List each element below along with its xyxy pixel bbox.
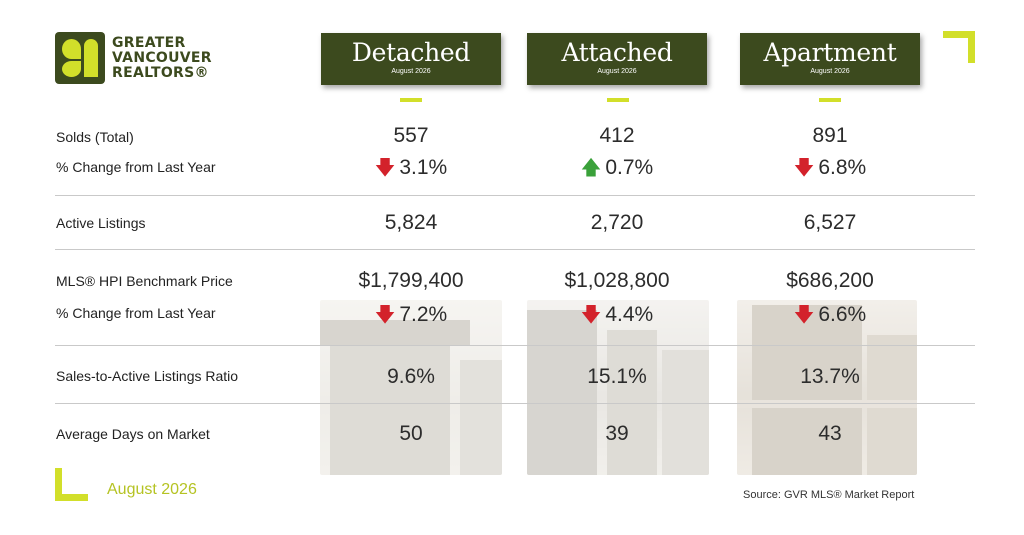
column-subtitle: August 2026 xyxy=(597,68,637,75)
row-divider xyxy=(55,345,975,346)
logo-line-3: REALTORS® xyxy=(112,64,209,81)
logo-mark-icon xyxy=(55,32,105,84)
row-label-hpi-change: % Change from Last Year xyxy=(56,305,216,321)
solds-change-apartment: 🡇 6.8% xyxy=(740,155,920,180)
ratio-detached: 9.6% xyxy=(387,365,435,388)
change-value: 4.4% xyxy=(605,303,654,326)
solds-attached: 412 xyxy=(599,124,635,147)
dom-detached: 50 xyxy=(399,422,423,445)
logo-wordmark: GREATER VANCOUVER REALTORS® xyxy=(112,34,212,81)
hpi-detached: $1,799,400 xyxy=(358,269,464,292)
dom-attached: 39 xyxy=(605,422,629,445)
active-detached: 5,824 xyxy=(384,211,438,234)
row-divider xyxy=(55,195,975,196)
corner-accent-top-right xyxy=(943,31,975,63)
corner-accent-bottom-left xyxy=(55,468,88,501)
change-value: 6.8% xyxy=(818,156,867,179)
column-subtitle: August 2026 xyxy=(391,68,431,75)
dom-apartment: 43 xyxy=(818,422,842,445)
hpi-attached: $1,028,800 xyxy=(564,269,670,292)
row-label-active-listings: Active Listings xyxy=(56,215,146,231)
change-value: 3.1% xyxy=(399,156,448,179)
row-label-sales-ratio: Sales-to-Active Listings Ratio xyxy=(56,368,239,384)
change-value: 6.6% xyxy=(818,303,867,326)
column-title: Detached xyxy=(351,38,471,67)
arrow-down-icon: 🡇 xyxy=(580,302,602,326)
detached-house-photo xyxy=(320,300,502,475)
logo-line-1: GREATER xyxy=(112,34,186,51)
active-attached: 2,720 xyxy=(590,211,644,234)
solds-change-detached: 🡇 3.1% xyxy=(321,155,501,180)
column-subtitle: August 2026 xyxy=(810,68,850,75)
row-label-days-on-market: Average Days on Market xyxy=(56,426,210,442)
solds-apartment: 891 xyxy=(812,124,848,147)
arrow-up-icon: 🡅 xyxy=(580,155,602,179)
column-title: Attached xyxy=(561,38,673,67)
column-header-apartment: Apartment August 2026 xyxy=(740,33,920,85)
hpi-change-apartment: 🡇 6.6% xyxy=(740,302,920,327)
row-divider xyxy=(55,403,975,404)
solds-detached: 557 xyxy=(393,124,429,147)
hpi-apartment: $686,200 xyxy=(786,269,874,292)
hpi-change-detached: 🡇 7.2% xyxy=(321,302,501,327)
ratio-apartment: 13.7% xyxy=(800,365,860,388)
ratio-attached: 15.1% xyxy=(587,365,647,388)
solds-change-attached: 🡅 0.7% xyxy=(527,155,707,180)
apartment-building-photo xyxy=(737,300,917,475)
attached-townhouse-photo xyxy=(527,300,709,475)
arrow-down-icon: 🡇 xyxy=(793,302,815,326)
active-apartment: 6,527 xyxy=(803,211,857,234)
hpi-change-attached: 🡇 4.4% xyxy=(527,302,707,327)
footer-date: August 2026 xyxy=(107,481,197,498)
row-label-solds-change: % Change from Last Year xyxy=(56,159,216,175)
arrow-down-icon: 🡇 xyxy=(793,155,815,179)
column-accent-dash xyxy=(819,98,841,102)
arrow-down-icon: 🡇 xyxy=(374,155,396,179)
change-value: 0.7% xyxy=(605,156,654,179)
row-label-hpi: MLS® HPI Benchmark Price xyxy=(56,273,233,289)
change-value: 7.2% xyxy=(399,303,448,326)
arrow-down-icon: 🡇 xyxy=(374,302,396,326)
column-accent-dash xyxy=(400,98,422,102)
source-note: Source: GVR MLS® Market Report xyxy=(743,489,915,501)
column-title: Apartment xyxy=(763,38,897,67)
column-header-attached: Attached August 2026 xyxy=(527,33,707,85)
column-accent-dash xyxy=(607,98,629,102)
row-label-solds: Solds (Total) xyxy=(56,129,134,145)
logo-line-2: VANCOUVER xyxy=(112,49,212,66)
row-divider xyxy=(55,249,975,250)
brand-logo: GREATER VANCOUVER REALTORS® xyxy=(55,32,212,84)
column-header-detached: Detached August 2026 xyxy=(321,33,501,85)
